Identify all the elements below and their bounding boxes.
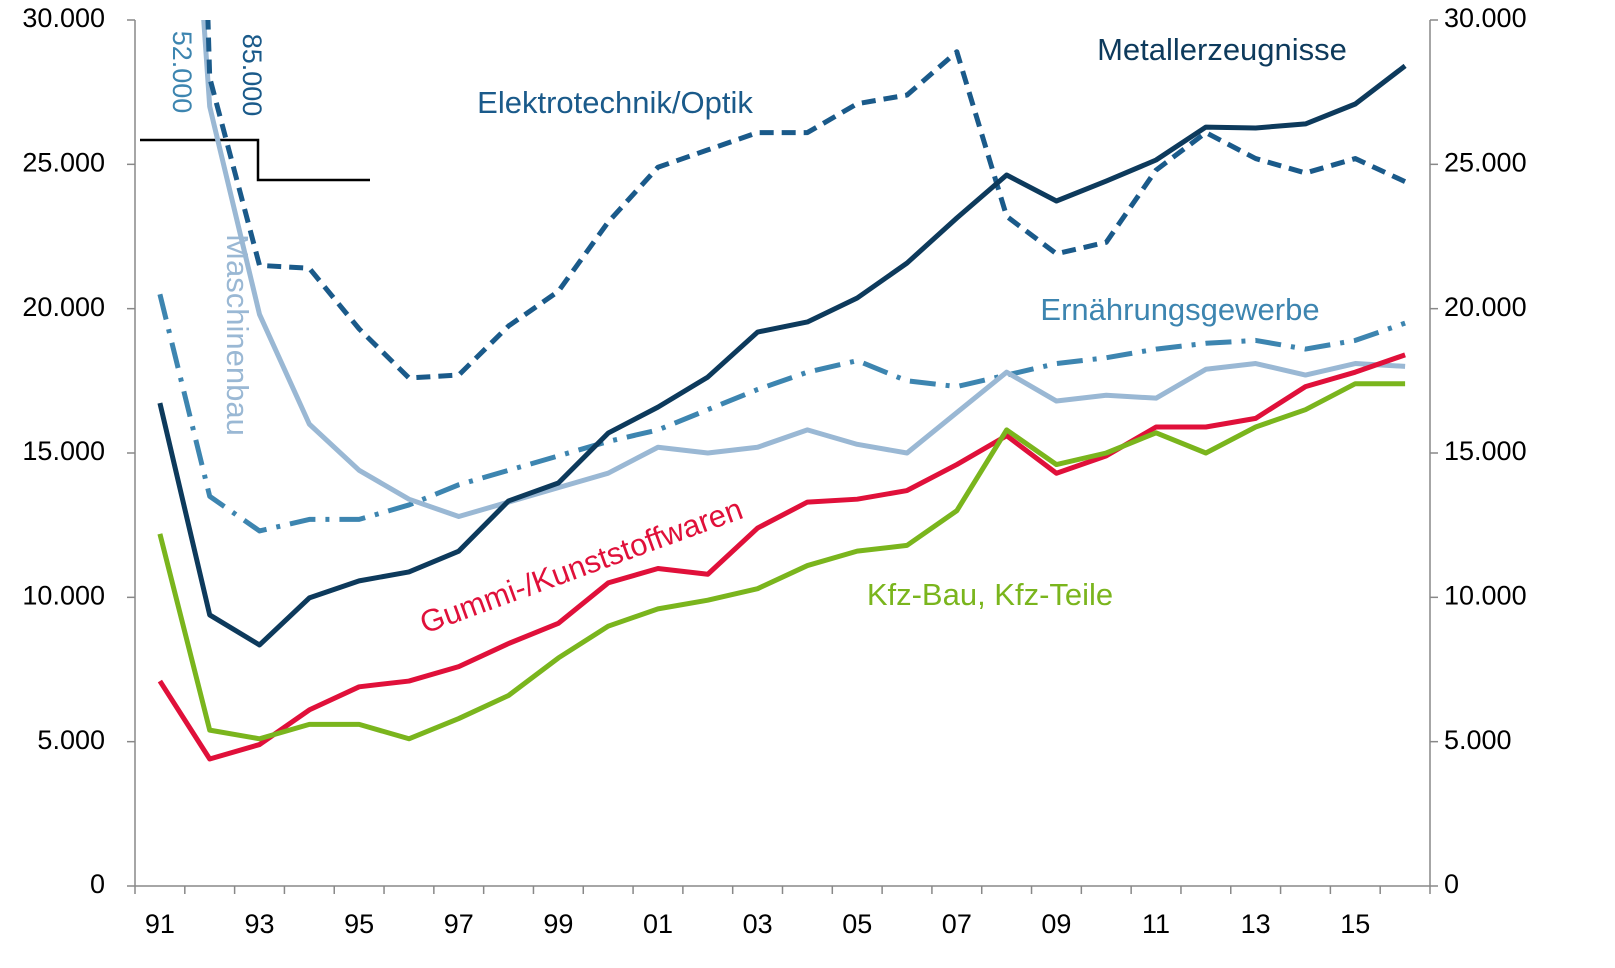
y-tick-label: 5.000 (37, 725, 105, 755)
series-label: Maschinenbau (220, 234, 255, 436)
annotation: 85.000 (237, 34, 267, 117)
y2-tick-label: 5.000 (1444, 725, 1512, 755)
series-line (157, 63, 1407, 648)
x-tick-label: 11 (1142, 909, 1170, 939)
series-label: Kfz-Bau, Kfz-Teile (867, 577, 1113, 612)
y-tick-label: 15.000 (22, 436, 105, 466)
x-tick-label: 07 (942, 909, 972, 939)
annotation: 52.000 (167, 31, 197, 114)
y-tick-label: 10.000 (22, 580, 105, 610)
x-tick-label: 95 (344, 909, 374, 939)
x-tick-label: 05 (842, 909, 872, 939)
y2-tick-label: 25.000 (1444, 147, 1527, 177)
x-tick-label: 99 (543, 909, 573, 939)
y2-tick-label: 15.000 (1444, 436, 1527, 466)
x-tick-label: 97 (444, 909, 474, 939)
y2-tick-label: 10.000 (1444, 580, 1527, 610)
y-tick-label: 30.000 (22, 3, 105, 33)
y-tick-label: 25.000 (22, 147, 105, 177)
x-tick-label: 01 (643, 909, 673, 939)
series-line (157, 381, 1406, 742)
series-line (157, 352, 1406, 762)
y-tick-label: 20.000 (22, 292, 105, 322)
y2-tick-label: 0 (1444, 869, 1459, 899)
x-tick-label: 13 (1241, 909, 1271, 939)
series-line (157, 293, 1406, 534)
y2-tick-label: 20.000 (1444, 292, 1527, 322)
y2-tick-label: 30.000 (1444, 3, 1527, 33)
series-label: Metallerzeugnisse (1097, 32, 1347, 67)
series-line (205, 20, 1407, 381)
y-tick-label: 0 (90, 869, 105, 899)
x-tick-label: 03 (743, 909, 773, 939)
break-marker (140, 138, 370, 182)
series-label: Ernährungsgewerbe (1040, 292, 1319, 327)
x-tick-label: 09 (1041, 909, 1071, 939)
series-line (201, 20, 1406, 520)
series-label: Elektrotechnik/Optik (477, 85, 753, 120)
x-tick-label: 15 (1340, 909, 1370, 939)
x-tick-label: 93 (244, 909, 274, 939)
x-tick-label: 91 (145, 909, 175, 939)
